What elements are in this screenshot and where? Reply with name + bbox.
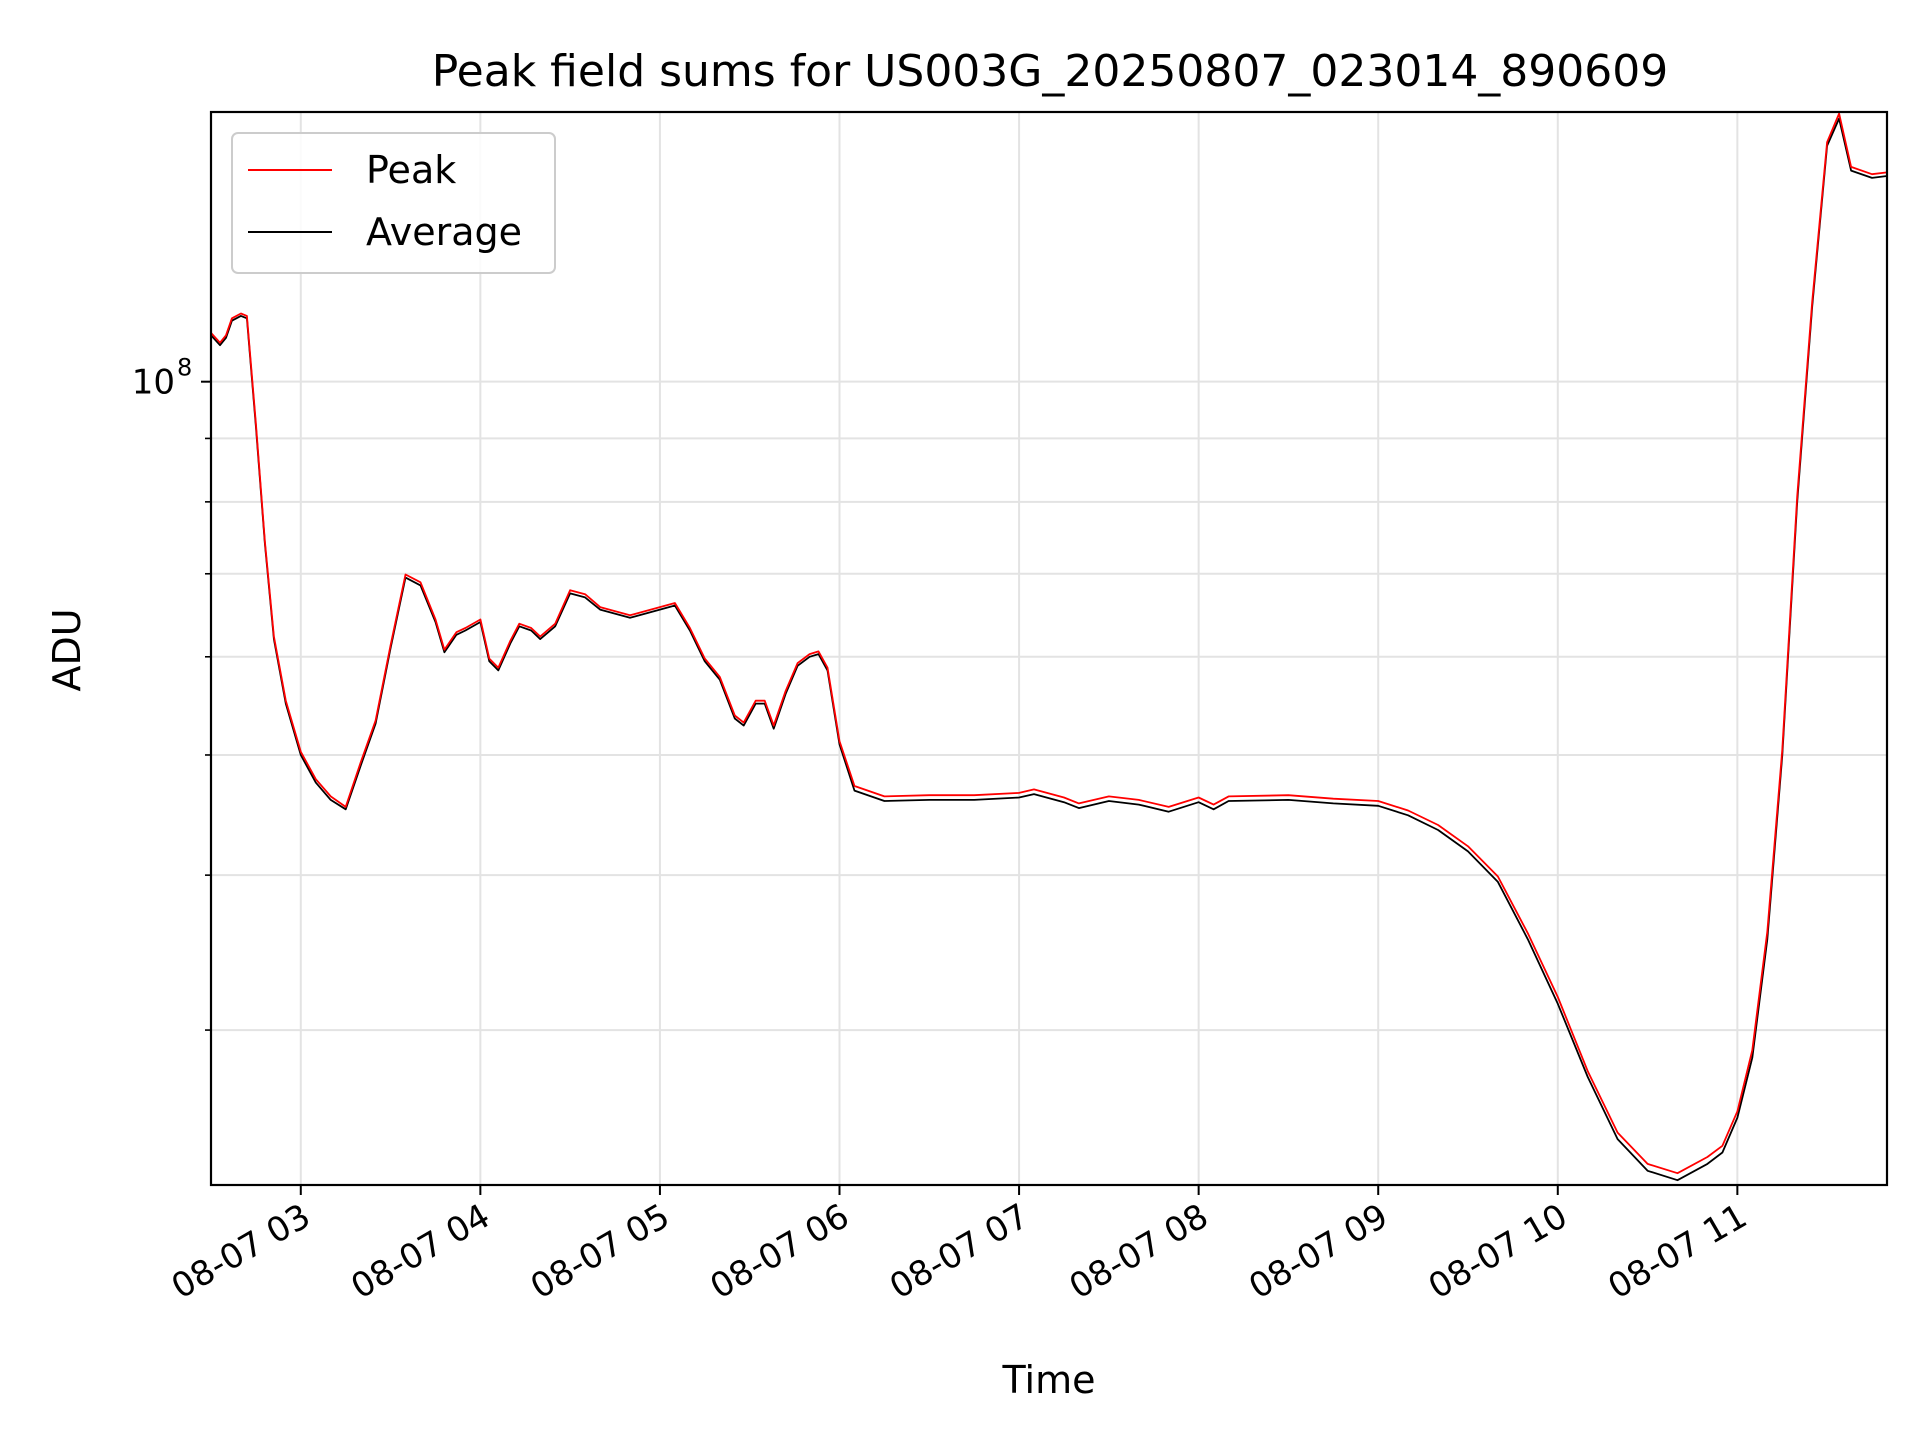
y-tick-exponent: 8	[177, 354, 192, 382]
x-axis-label: Time	[1002, 1358, 1096, 1402]
y-axis-label: ADU	[45, 608, 89, 691]
plot-frame	[209, 110, 1889, 1187]
y-tick-label: 10	[132, 363, 175, 403]
legend-label-peak: Peak	[366, 148, 456, 192]
legend-label-average: Average	[366, 210, 522, 254]
series-line-average	[210, 117, 1888, 1182]
y-axis: 10 8	[132, 354, 211, 1031]
legend-box	[231, 132, 556, 274]
grid	[211, 112, 1887, 1185]
legend: Peak Average	[231, 132, 556, 274]
chart-title: Peak field sums for US003G_20250807_0230…	[432, 46, 1669, 97]
series-layer	[210, 112, 1888, 1182]
series-line-peak	[210, 112, 1888, 1175]
